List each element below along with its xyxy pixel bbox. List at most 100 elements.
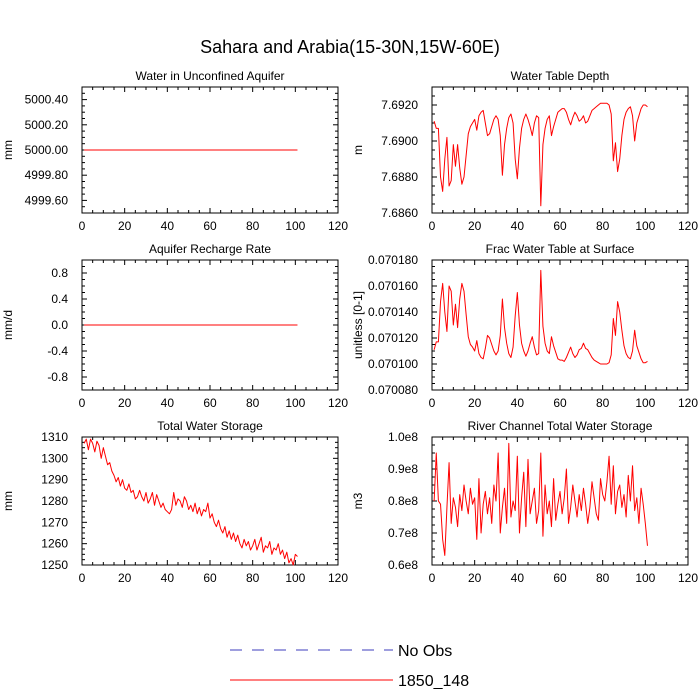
chart-panels: Water in Unconfined Aquifer mm 0 20 40 60 80 10…	[1, 69, 698, 585]
x-tick-label: 40	[161, 396, 175, 410]
panel-title: Frac Water Table at Surface	[486, 242, 635, 256]
y-tick-label: 1280	[41, 494, 68, 508]
x-tick-label: 40	[161, 571, 175, 585]
x-tick-label: 40	[511, 219, 525, 233]
y-tick-label: -0.8	[47, 370, 68, 384]
x-tick-label: 120	[678, 396, 698, 410]
y-tick-label: 0.6e8	[388, 558, 418, 572]
x-tick-label: 100	[635, 219, 655, 233]
x-tick-label: 60	[203, 219, 217, 233]
plot-frame	[81, 436, 339, 566]
x-tick-label: 20	[118, 219, 132, 233]
y-axis-label: m	[351, 145, 365, 155]
chart-panel: Frac Water Table at Surface unitless [0-1…	[351, 242, 698, 410]
x-tick-label: 60	[203, 396, 217, 410]
x-tick-label: 40	[511, 396, 525, 410]
x-tick-label: 100	[285, 571, 305, 585]
x-tick-label: 20	[468, 571, 482, 585]
y-tick-label: 4999.80	[25, 168, 69, 182]
legend-label-model: 1850_148	[398, 673, 469, 690]
y-tick-label: 1310	[41, 430, 68, 444]
y-tick-label: 7.6920	[381, 98, 418, 112]
y-tick-label: 0.070180	[368, 253, 418, 267]
y-tick-label: 5000.20	[25, 118, 69, 132]
series-line	[433, 102, 648, 207]
y-tick-label: 0.070120	[368, 331, 418, 345]
y-tick-label: 0.9e8	[388, 462, 418, 476]
legend-label-no-obs: No Obs	[398, 643, 452, 660]
x-tick-label: 80	[596, 571, 610, 585]
chart-panel: Water Table Depth m 0 20 40 60 80 100 120 7.6860 7…	[351, 69, 698, 233]
chart-panel: River Channel Total Water Storage m3 0 20 40…	[351, 419, 698, 585]
panel-title: Water Table Depth	[511, 69, 610, 83]
y-axis-label: mm/d	[1, 310, 15, 340]
y-tick-label: 1290	[41, 473, 68, 487]
series-line	[433, 269, 648, 365]
panel-title: Total Water Storage	[157, 419, 263, 433]
x-tick-label: 0	[79, 571, 86, 585]
panel-title: River Channel Total Water Storage	[468, 419, 653, 433]
y-tick-label: 7.6860	[381, 206, 418, 220]
x-tick-label: 100	[285, 396, 305, 410]
y-tick-label: 0.8	[51, 266, 68, 280]
y-tick-label: 0.4	[51, 292, 68, 306]
y-tick-label: 0.070160	[368, 279, 418, 293]
series-line	[433, 442, 648, 556]
x-tick-label: 20	[118, 571, 132, 585]
x-tick-label: 80	[596, 396, 610, 410]
y-tick-label: 0.070140	[368, 305, 418, 319]
chart-panel: Water in Unconfined Aquifer mm 0 20 40 60 80 10…	[1, 69, 348, 233]
y-tick-label: 0.070100	[368, 357, 418, 371]
y-tick-label: 0.8e8	[388, 494, 418, 508]
plot-frame	[431, 86, 689, 214]
x-tick-label: 60	[553, 396, 567, 410]
x-tick-label: 100	[635, 571, 655, 585]
x-tick-label: 60	[203, 571, 217, 585]
x-tick-label: 40	[161, 219, 175, 233]
x-tick-label: 120	[328, 219, 348, 233]
plot-frame	[431, 259, 689, 391]
x-tick-label: 120	[328, 571, 348, 585]
y-tick-label: 7.6900	[381, 134, 418, 148]
y-axis-label: mm	[1, 491, 15, 511]
x-tick-label: 100	[635, 396, 655, 410]
x-tick-label: 20	[468, 219, 482, 233]
y-tick-label: 7.6880	[381, 170, 418, 184]
series-line	[83, 438, 298, 566]
x-tick-label: 80	[246, 571, 260, 585]
x-tick-label: 80	[246, 219, 260, 233]
y-axis-label: mm	[1, 140, 15, 160]
y-axis-label: unitless [0-1]	[351, 291, 365, 359]
y-axis-label: m3	[351, 492, 365, 509]
chart-panel: Total Water Storage mm 0 20 40 60 80 100 120 1250…	[1, 419, 348, 585]
x-tick-label: 60	[553, 571, 567, 585]
x-tick-label: 0	[429, 396, 436, 410]
figure-title: Sahara and Arabia(15-30N,15W-60E)	[200, 37, 500, 57]
x-tick-label: 80	[596, 219, 610, 233]
x-tick-label: 80	[246, 396, 260, 410]
x-tick-label: 120	[678, 571, 698, 585]
x-tick-label: 0	[429, 571, 436, 585]
x-tick-label: 0	[79, 219, 86, 233]
y-tick-label: 5000.40	[25, 93, 69, 107]
legend: No Obs 1850_148	[230, 643, 469, 690]
x-tick-label: 20	[118, 396, 132, 410]
x-tick-label: 120	[678, 219, 698, 233]
x-tick-label: 20	[468, 396, 482, 410]
x-tick-label: 40	[511, 571, 525, 585]
y-tick-label: 0.070080	[368, 383, 418, 397]
y-tick-label: 1260	[41, 537, 68, 551]
x-tick-label: 0	[79, 396, 86, 410]
x-tick-label: 60	[553, 219, 567, 233]
y-tick-label: 0.0	[51, 318, 68, 332]
x-tick-label: 0	[429, 219, 436, 233]
y-tick-label: 4999.60	[25, 193, 69, 207]
chart-panel: Aquifer Recharge Rate mm/d 0 20 40 60 80 100 120…	[1, 242, 348, 410]
y-tick-label: 1.0e8	[388, 430, 418, 444]
y-tick-label: -0.4	[47, 344, 68, 358]
panel-title: Aquifer Recharge Rate	[149, 242, 271, 256]
plot-frame	[431, 436, 689, 566]
y-tick-label: 1250	[41, 558, 68, 572]
x-tick-label: 100	[285, 219, 305, 233]
